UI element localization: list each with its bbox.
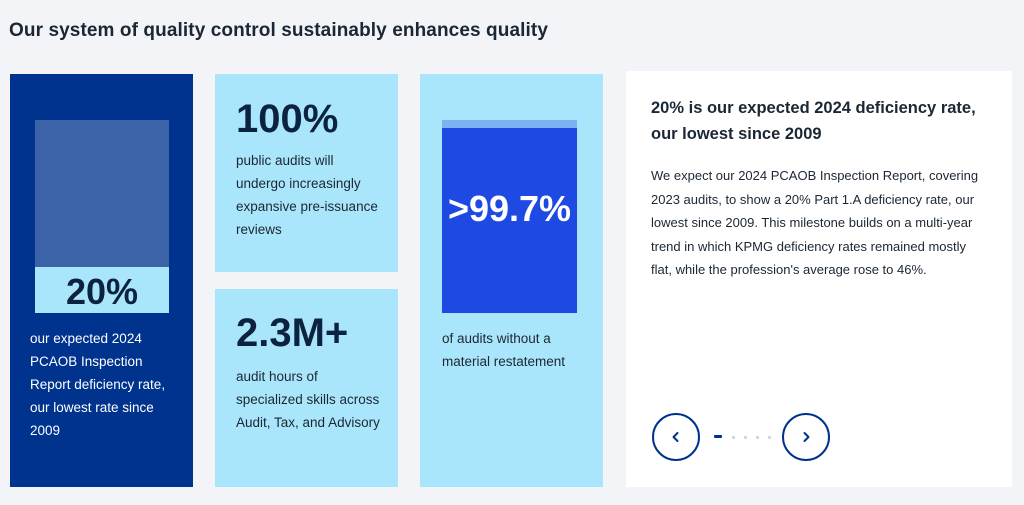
reviews-value: 100% bbox=[236, 97, 339, 141]
deficiency-bar-fill bbox=[35, 266, 169, 313]
restatement-bar: >99.7% bbox=[442, 120, 577, 313]
pagination-dot[interactable] bbox=[732, 436, 735, 439]
section-heading: Our system of quality control sustainabl… bbox=[9, 20, 548, 41]
carousel-panel: 20% is our expected 2024 deficiency rate… bbox=[626, 71, 1012, 487]
pagination-dot[interactable] bbox=[756, 436, 759, 439]
audit-hours-caption: audit hours of specialized skills across… bbox=[236, 369, 380, 430]
pagination-dot[interactable] bbox=[744, 436, 747, 439]
deficiency-bar: 20% bbox=[35, 120, 169, 313]
deficiency-rate-value: 20% bbox=[65, 271, 139, 312]
chevron-left-icon bbox=[672, 432, 679, 442]
pagination-dot-active[interactable] bbox=[714, 435, 722, 438]
pre-issuance-reviews-card: 100% public audits will undergo increasi… bbox=[215, 74, 398, 272]
carousel-slide-body: We expect our 2024 PCAOB Inspection Repo… bbox=[651, 168, 979, 277]
deficiency-rate-card: 20% our expected 2024 PCAOB Inspection R… bbox=[10, 74, 193, 487]
audit-hours-value: 2.3M+ bbox=[236, 311, 349, 355]
restatement-value: >99.7% bbox=[447, 188, 572, 229]
restatement-card: >99.7% of audits without a material rest… bbox=[420, 74, 603, 487]
deficiency-rate-caption: our expected 2024 PCAOB Inspection Repor… bbox=[30, 331, 166, 438]
chevron-right-icon bbox=[803, 432, 810, 442]
carousel-next-button[interactable] bbox=[782, 413, 830, 461]
audit-hours-card: 2.3M+ audit hours of specialized skills … bbox=[215, 289, 398, 487]
reviews-caption: public audits will undergo increasingly … bbox=[236, 153, 378, 237]
carousel-prev-button[interactable] bbox=[652, 413, 700, 461]
restatement-bar-fill bbox=[442, 128, 577, 313]
restatement-caption: of audits without a material restatement bbox=[442, 331, 566, 369]
carousel-slide-title: 20% is our expected 2024 deficiency rate… bbox=[651, 99, 976, 143]
pagination-dot[interactable] bbox=[768, 436, 771, 439]
